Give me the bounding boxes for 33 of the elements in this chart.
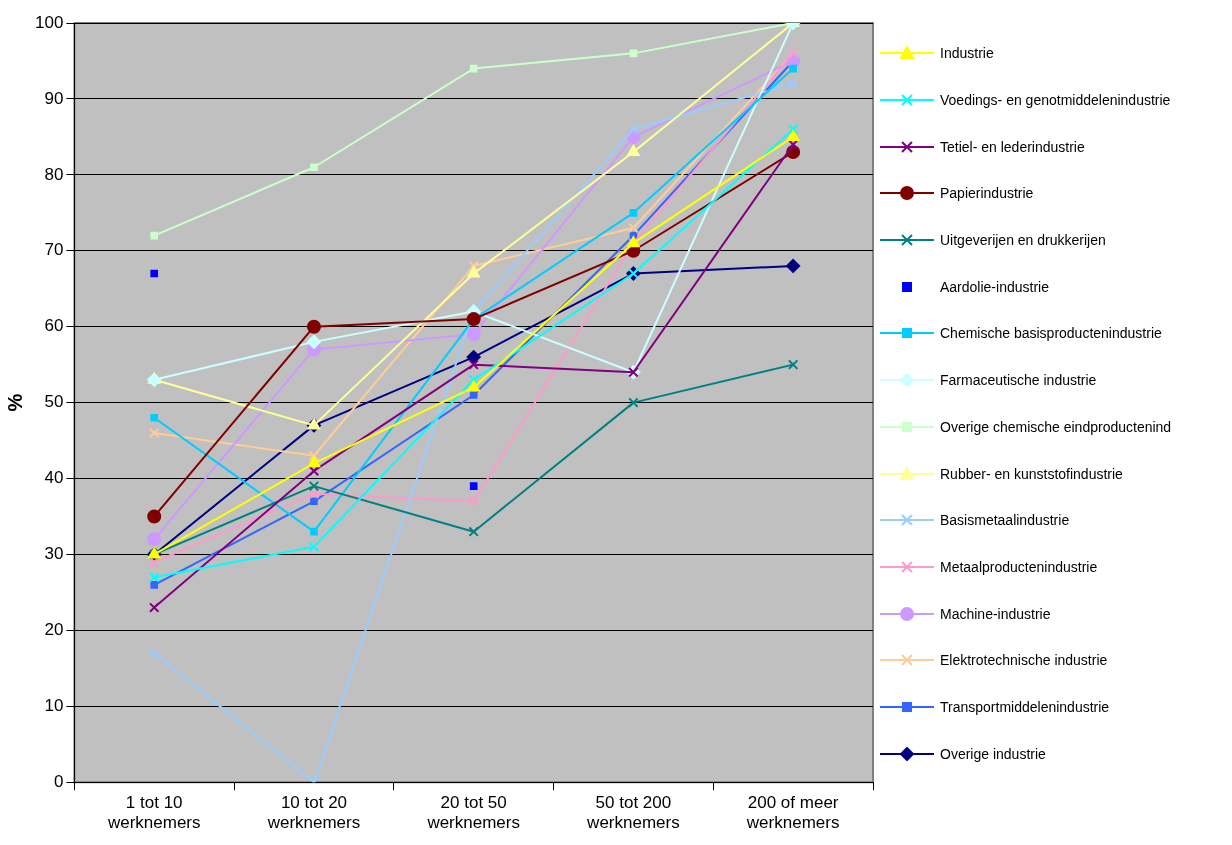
- y-tick-label: 70: [44, 240, 64, 260]
- legend-label: Voedings- en genotmiddelenindustrie: [940, 92, 1171, 109]
- y-tick-label: 80: [44, 164, 64, 184]
- y-tick-label: 90: [44, 88, 64, 108]
- legend-label: Machine-industrie: [940, 605, 1051, 622]
- y-tick-label: 40: [44, 468, 64, 488]
- legend-label: Elektrotechnische industrie: [940, 652, 1108, 669]
- legend-label: Transportmiddelenindustrie: [940, 698, 1110, 715]
- legend-label: Uitgeverijen en drukkerijen: [940, 232, 1106, 249]
- legend-label: Metaalproductenindustrie: [940, 558, 1098, 575]
- y-tick-label: 20: [44, 620, 64, 640]
- legend-label: Overige chemische eindproductenind: [940, 418, 1172, 435]
- x-tick-label: 200 of meer werknemers: [745, 793, 840, 833]
- y-tick-label: 0: [53, 771, 64, 791]
- y-tick-label: 10: [44, 695, 64, 715]
- legend-label: Tetiel- en lederindustrie: [940, 138, 1085, 155]
- x-tick-label: 1 tot 10 werknemers: [106, 793, 201, 833]
- x-tick-label: 20 tot 50 werknemers: [426, 793, 520, 833]
- legend-label: Industrie: [940, 45, 994, 62]
- legend-label: Basismetaalindustrie: [940, 512, 1070, 529]
- legend-label: Rubber- en kunststofindustrie: [940, 465, 1123, 482]
- y-tick-label: 100: [34, 12, 64, 32]
- y-tick-label: 60: [44, 316, 64, 336]
- legend-label: Overige industrie: [940, 745, 1046, 762]
- legend-label: Farmaceutische industrie: [940, 372, 1097, 389]
- y-tick-label: 30: [44, 544, 64, 564]
- y-axis-title: %: [3, 393, 26, 412]
- y-tick-label: 50: [44, 392, 64, 412]
- legend-label: Aardolie-industrie: [940, 278, 1049, 295]
- legend-label: Chemische basisproductenindustrie: [940, 325, 1162, 342]
- x-tick-label: 50 tot 200 werknemers: [586, 793, 680, 833]
- x-tick-label: 10 tot 20 werknemers: [266, 793, 361, 833]
- legend-label: Papierindustrie: [940, 185, 1034, 202]
